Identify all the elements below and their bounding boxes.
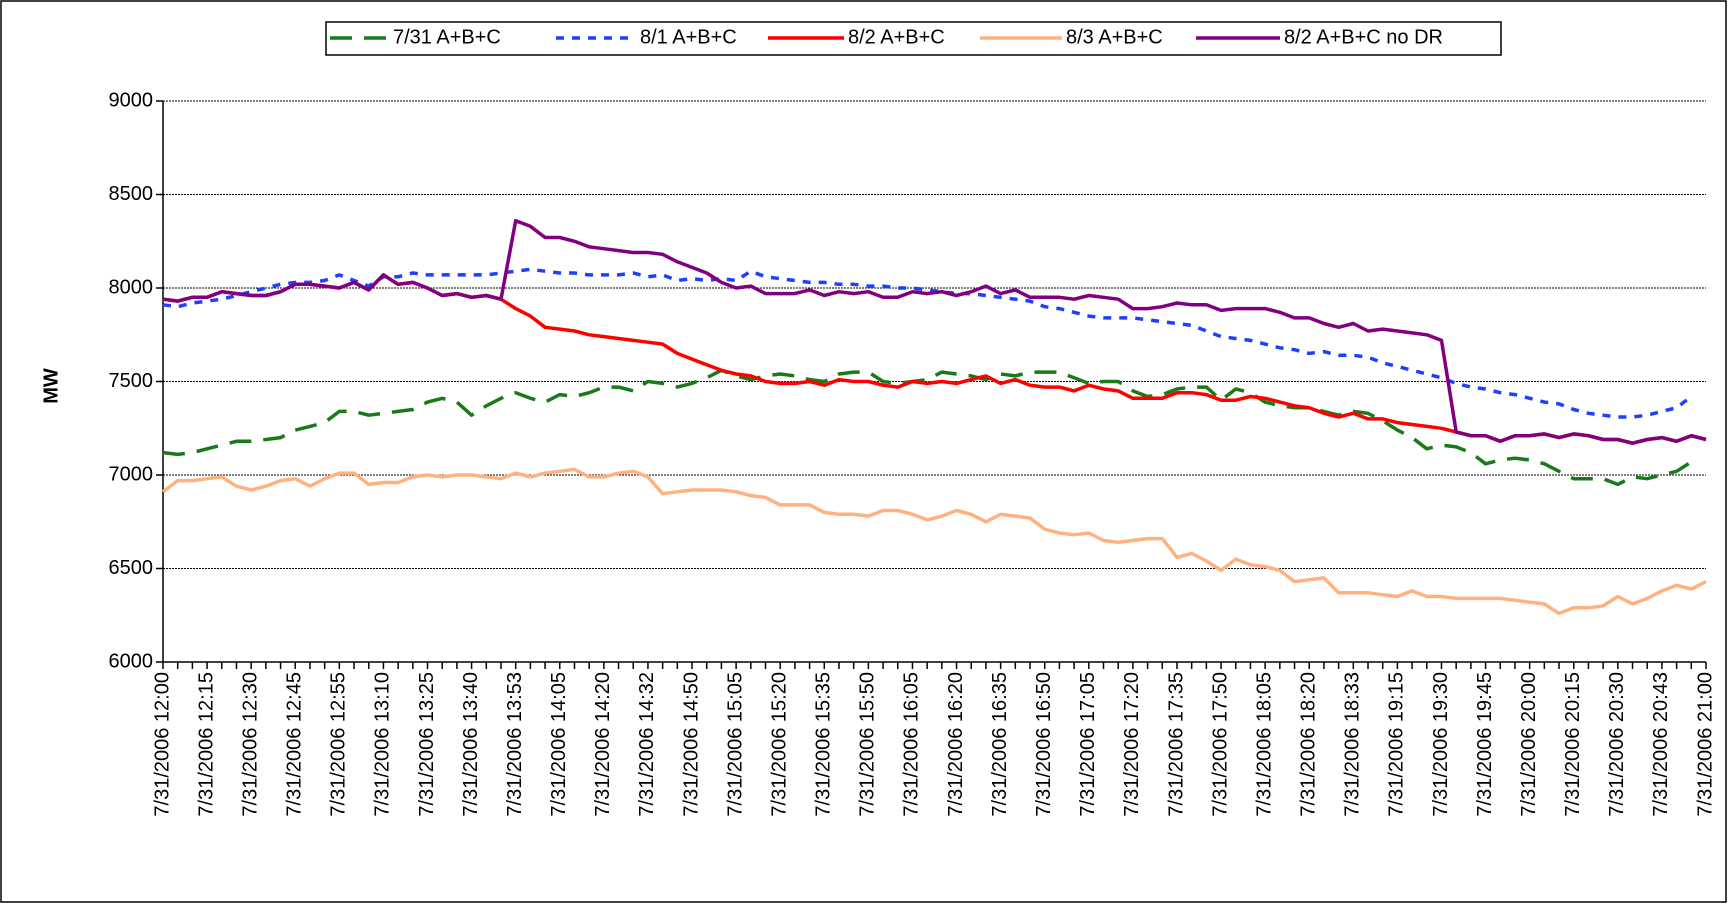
x-tick-label: 7/31/2006 13:53: [504, 672, 526, 817]
x-tick-label: 7/31/2006 21:00: [1694, 672, 1716, 817]
x-tick-label: 7/31/2006 12:55: [328, 672, 350, 817]
y-tick-label: 7000: [109, 463, 154, 485]
x-tick-label: 7/31/2006 17:35: [1165, 672, 1187, 817]
series-line: [161, 467, 1707, 616]
x-tick-label: 7/31/2006 12:45: [284, 672, 306, 817]
legend-label: 8/3 A+B+C: [1066, 26, 1163, 48]
x-tick-label: 7/31/2006 20:30: [1606, 672, 1628, 817]
x-tick-label: 7/31/2006 15:50: [857, 672, 879, 817]
x-tick-label: 7/31/2006 19:30: [1430, 672, 1452, 817]
x-tick-label: 7/31/2006 14:20: [592, 672, 614, 817]
y-tick-label: 6000: [109, 650, 154, 672]
y-tick-label: 8000: [109, 276, 154, 298]
series-line: [162, 267, 1693, 419]
y-tick-label: 6500: [109, 557, 154, 579]
x-tick-label: 7/31/2006 13:10: [372, 672, 394, 817]
legend-label: 8/2 A+B+C no DR: [1284, 26, 1443, 48]
legend-label: 8/1 A+B+C: [640, 26, 737, 48]
legend-box: [325, 21, 1502, 56]
x-tick-label: 7/31/2006 17:20: [1121, 672, 1143, 817]
y-tick-label: 8500: [109, 183, 154, 205]
x-tick-label: 7/31/2006 14:32: [636, 672, 658, 817]
x-tick-label: 7/31/2006 15:20: [768, 672, 790, 817]
x-tick-label: 7/31/2006 16:20: [945, 672, 967, 817]
x-tick-label: 7/31/2006 20:15: [1562, 672, 1584, 817]
x-tick-label: 7/31/2006 14:05: [548, 672, 570, 817]
x-tick-label: 7/31/2006 17:50: [1209, 672, 1231, 817]
x-tick-label: 7/31/2006 12:15: [195, 672, 217, 817]
x-tick-label: 7/31/2006 20:43: [1650, 672, 1672, 817]
x-tick-label: 7/31/2006 12:30: [239, 672, 261, 817]
y-axis-label: MW: [40, 368, 62, 404]
x-tick-label: 7/31/2006 14:50: [680, 672, 702, 817]
x-tick-label: 7/31/2006 16:05: [901, 672, 923, 817]
series-line: [162, 218, 1707, 445]
x-tick-label: 7/31/2006 17:05: [1077, 672, 1099, 817]
x-tick-label: 7/31/2006 19:15: [1386, 672, 1408, 817]
x-tick-label: 7/31/2006 13:40: [460, 672, 482, 817]
legend-label: 8/2 A+B+C: [848, 26, 945, 48]
x-tick-label: 7/31/2006 15:35: [813, 672, 835, 817]
x-tick-label: 7/31/2006 20:00: [1518, 672, 1540, 817]
x-tick-label: 7/31/2006 18:20: [1298, 672, 1320, 817]
x-tick-label: 7/31/2006 12:00: [151, 672, 173, 817]
x-tick-label: 7/31/2006 18:33: [1342, 672, 1364, 817]
x-tick-label: 7/31/2006 15:05: [724, 672, 746, 817]
legend-label: 7/31 A+B+C: [393, 26, 501, 48]
y-tick-label: 7500: [109, 370, 154, 392]
x-tick-label: 7/31/2006 18:05: [1253, 672, 1275, 817]
x-tick-label: 7/31/2006 19:45: [1474, 672, 1496, 817]
y-tick-label: 9000: [109, 89, 154, 111]
x-tick-label: 7/31/2006 13:25: [416, 672, 438, 817]
x-tick-label: 7/31/2006 16:50: [1033, 672, 1055, 817]
x-tick-label: 7/31/2006 16:35: [989, 672, 1011, 817]
